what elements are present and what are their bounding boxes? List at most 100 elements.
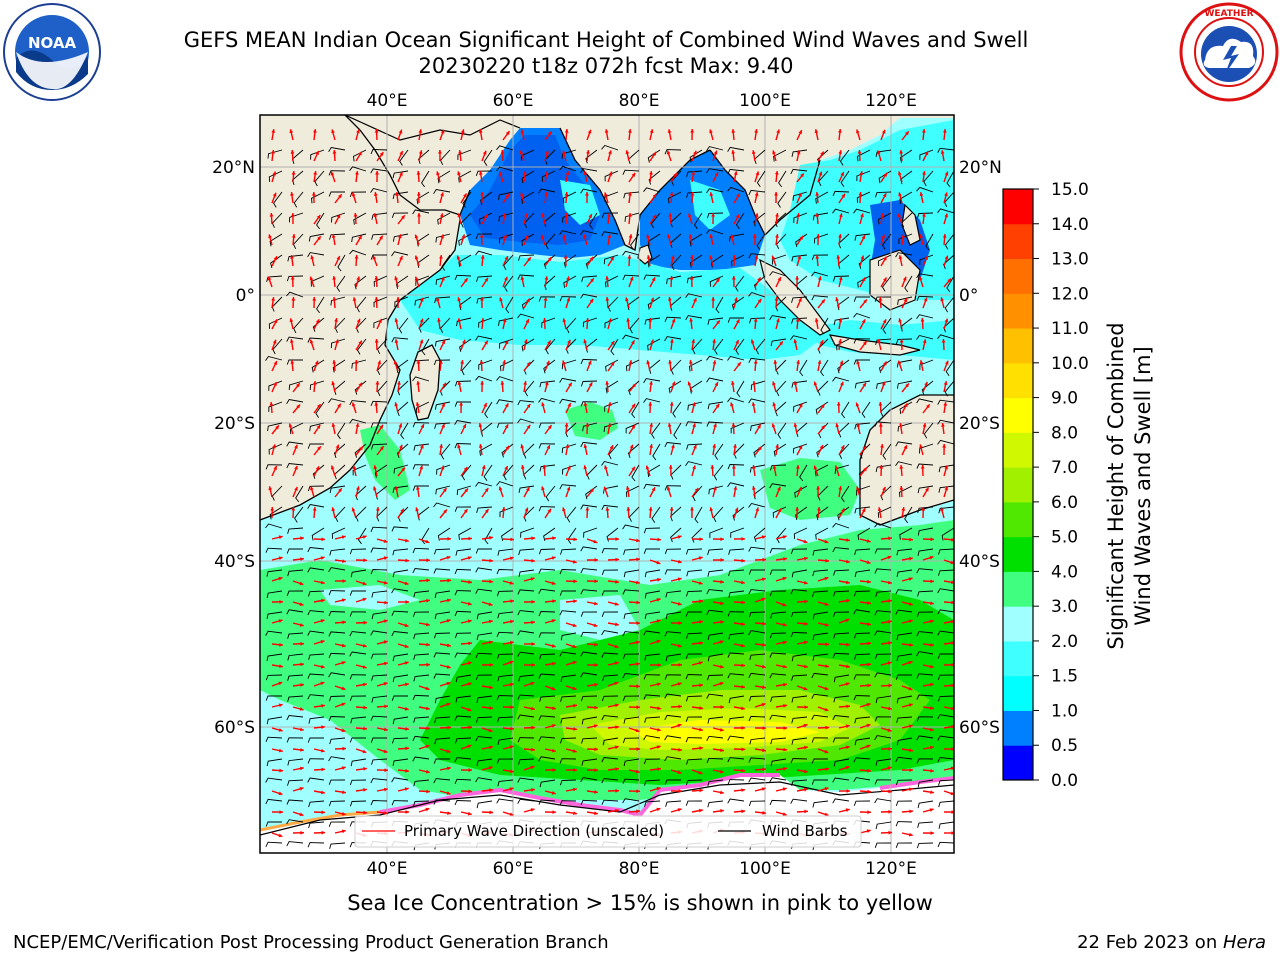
wind-barb [580, 293, 598, 299]
wave-arrow-head [838, 318, 843, 322]
wind-barb [709, 527, 724, 538]
wind-barb [916, 295, 934, 301]
wind-barb [539, 464, 556, 472]
wind-barb [601, 799, 619, 805]
wind-barb [582, 422, 598, 432]
wind-barb [581, 716, 598, 725]
wave-arrow-head [793, 423, 798, 427]
noaa-logo-text: NOAA [28, 34, 77, 52]
wave-arrow-head [300, 557, 304, 561]
wind-barb [268, 170, 283, 182]
wave-arrow-head [761, 664, 766, 669]
wave-arrow-head [902, 276, 907, 281]
wave-arrow-head [730, 234, 735, 239]
wind-barb [336, 422, 346, 440]
wave-arrow-head [290, 255, 294, 259]
wave-arrow-head [289, 318, 294, 323]
wind-barb [328, 191, 346, 197]
wind-barb [311, 191, 325, 204]
wave-arrow-head [332, 360, 337, 364]
wind-barb [727, 673, 745, 679]
wave-arrow-head [572, 644, 577, 649]
wave-arrow-head [690, 507, 694, 511]
wave-arrow-head [504, 340, 509, 345]
wave-arrow-head [930, 537, 934, 542]
wave-arrow-head [502, 213, 507, 218]
wave-arrow-head [460, 129, 465, 134]
wave-arrow-head [279, 664, 283, 668]
wave-arrow-head [867, 683, 871, 688]
wave-arrow-head [921, 507, 926, 511]
wind-barb [412, 547, 430, 554]
wave-arrow-head [551, 619, 556, 623]
wave-arrow-head [628, 360, 633, 364]
wind-barb [664, 714, 682, 721]
wave-arrow-head [899, 486, 904, 490]
wind-barb [458, 233, 472, 246]
wave-arrow-head [420, 444, 424, 449]
wave-arrow-head [908, 602, 913, 606]
wave-arrow-head [446, 555, 451, 560]
wave-arrow-head [436, 171, 440, 176]
wave-arrow-head [741, 663, 745, 668]
wave-arrow-head [813, 465, 818, 470]
wave-arrow-head [824, 602, 829, 606]
wave-arrow-head [845, 724, 850, 729]
wind-barb [539, 695, 556, 702]
wind-barb [328, 590, 346, 596]
wind-barb [728, 569, 745, 577]
wave-arrow-head [418, 150, 423, 155]
wave-arrow-head [668, 213, 673, 217]
wave-arrow-head [269, 402, 274, 406]
wave-arrow-head [342, 559, 346, 563]
wave-arrow-head [887, 661, 892, 665]
wind-barb [295, 485, 304, 503]
wind-barb [685, 590, 703, 597]
wave-arrow-head [636, 705, 640, 710]
colorbar-tick-label: 0.0 [1051, 771, 1078, 791]
wave-arrow-head [671, 444, 675, 449]
wind-barb [727, 779, 745, 785]
wind-barb [841, 401, 850, 419]
wave-arrow-head [732, 465, 736, 469]
wind-barb [605, 275, 619, 288]
wind-barb [371, 758, 388, 765]
wind-barb [748, 630, 766, 636]
wind-barb [631, 464, 640, 482]
wave-arrow-head [670, 339, 674, 343]
wind-barb [770, 695, 787, 703]
wind-barb [391, 800, 409, 806]
wave-arrow-head [278, 556, 283, 561]
wave-arrow-head [510, 769, 514, 774]
wave-arrow-head [573, 727, 577, 731]
wave-arrow-head [845, 618, 850, 623]
wind-barb [610, 338, 619, 356]
wave-arrow-head [544, 276, 549, 280]
wave-arrow-head [635, 640, 640, 645]
wave-arrow-head [656, 682, 661, 687]
wave-arrow-head [342, 790, 346, 794]
wind-barb [497, 737, 514, 745]
wind-barb [437, 527, 451, 541]
wave-arrow-head [341, 643, 346, 648]
wave-arrow-head [944, 255, 949, 260]
wave-arrow-head [568, 382, 572, 387]
wave-arrow-head [341, 829, 346, 834]
wave-arrow-head [858, 192, 863, 196]
wave-arrow-head [425, 744, 430, 749]
wind-barb [392, 170, 409, 179]
wave-arrow-head [804, 599, 808, 604]
wave-arrow-head [299, 623, 304, 627]
wave-arrow-head [878, 423, 883, 427]
wave-arrow-head [467, 619, 472, 624]
wind-barb [643, 694, 661, 700]
wave-arrow-head [657, 663, 661, 667]
wave-arrow-head [419, 297, 424, 302]
wave-arrow-head [945, 360, 949, 365]
wave-arrow-head [720, 601, 724, 605]
wind-barb [266, 590, 283, 599]
wind-barb [706, 146, 724, 151]
wave-arrow-head [566, 486, 571, 491]
wind-barb [349, 166, 367, 172]
wave-arrow-head [671, 318, 676, 323]
